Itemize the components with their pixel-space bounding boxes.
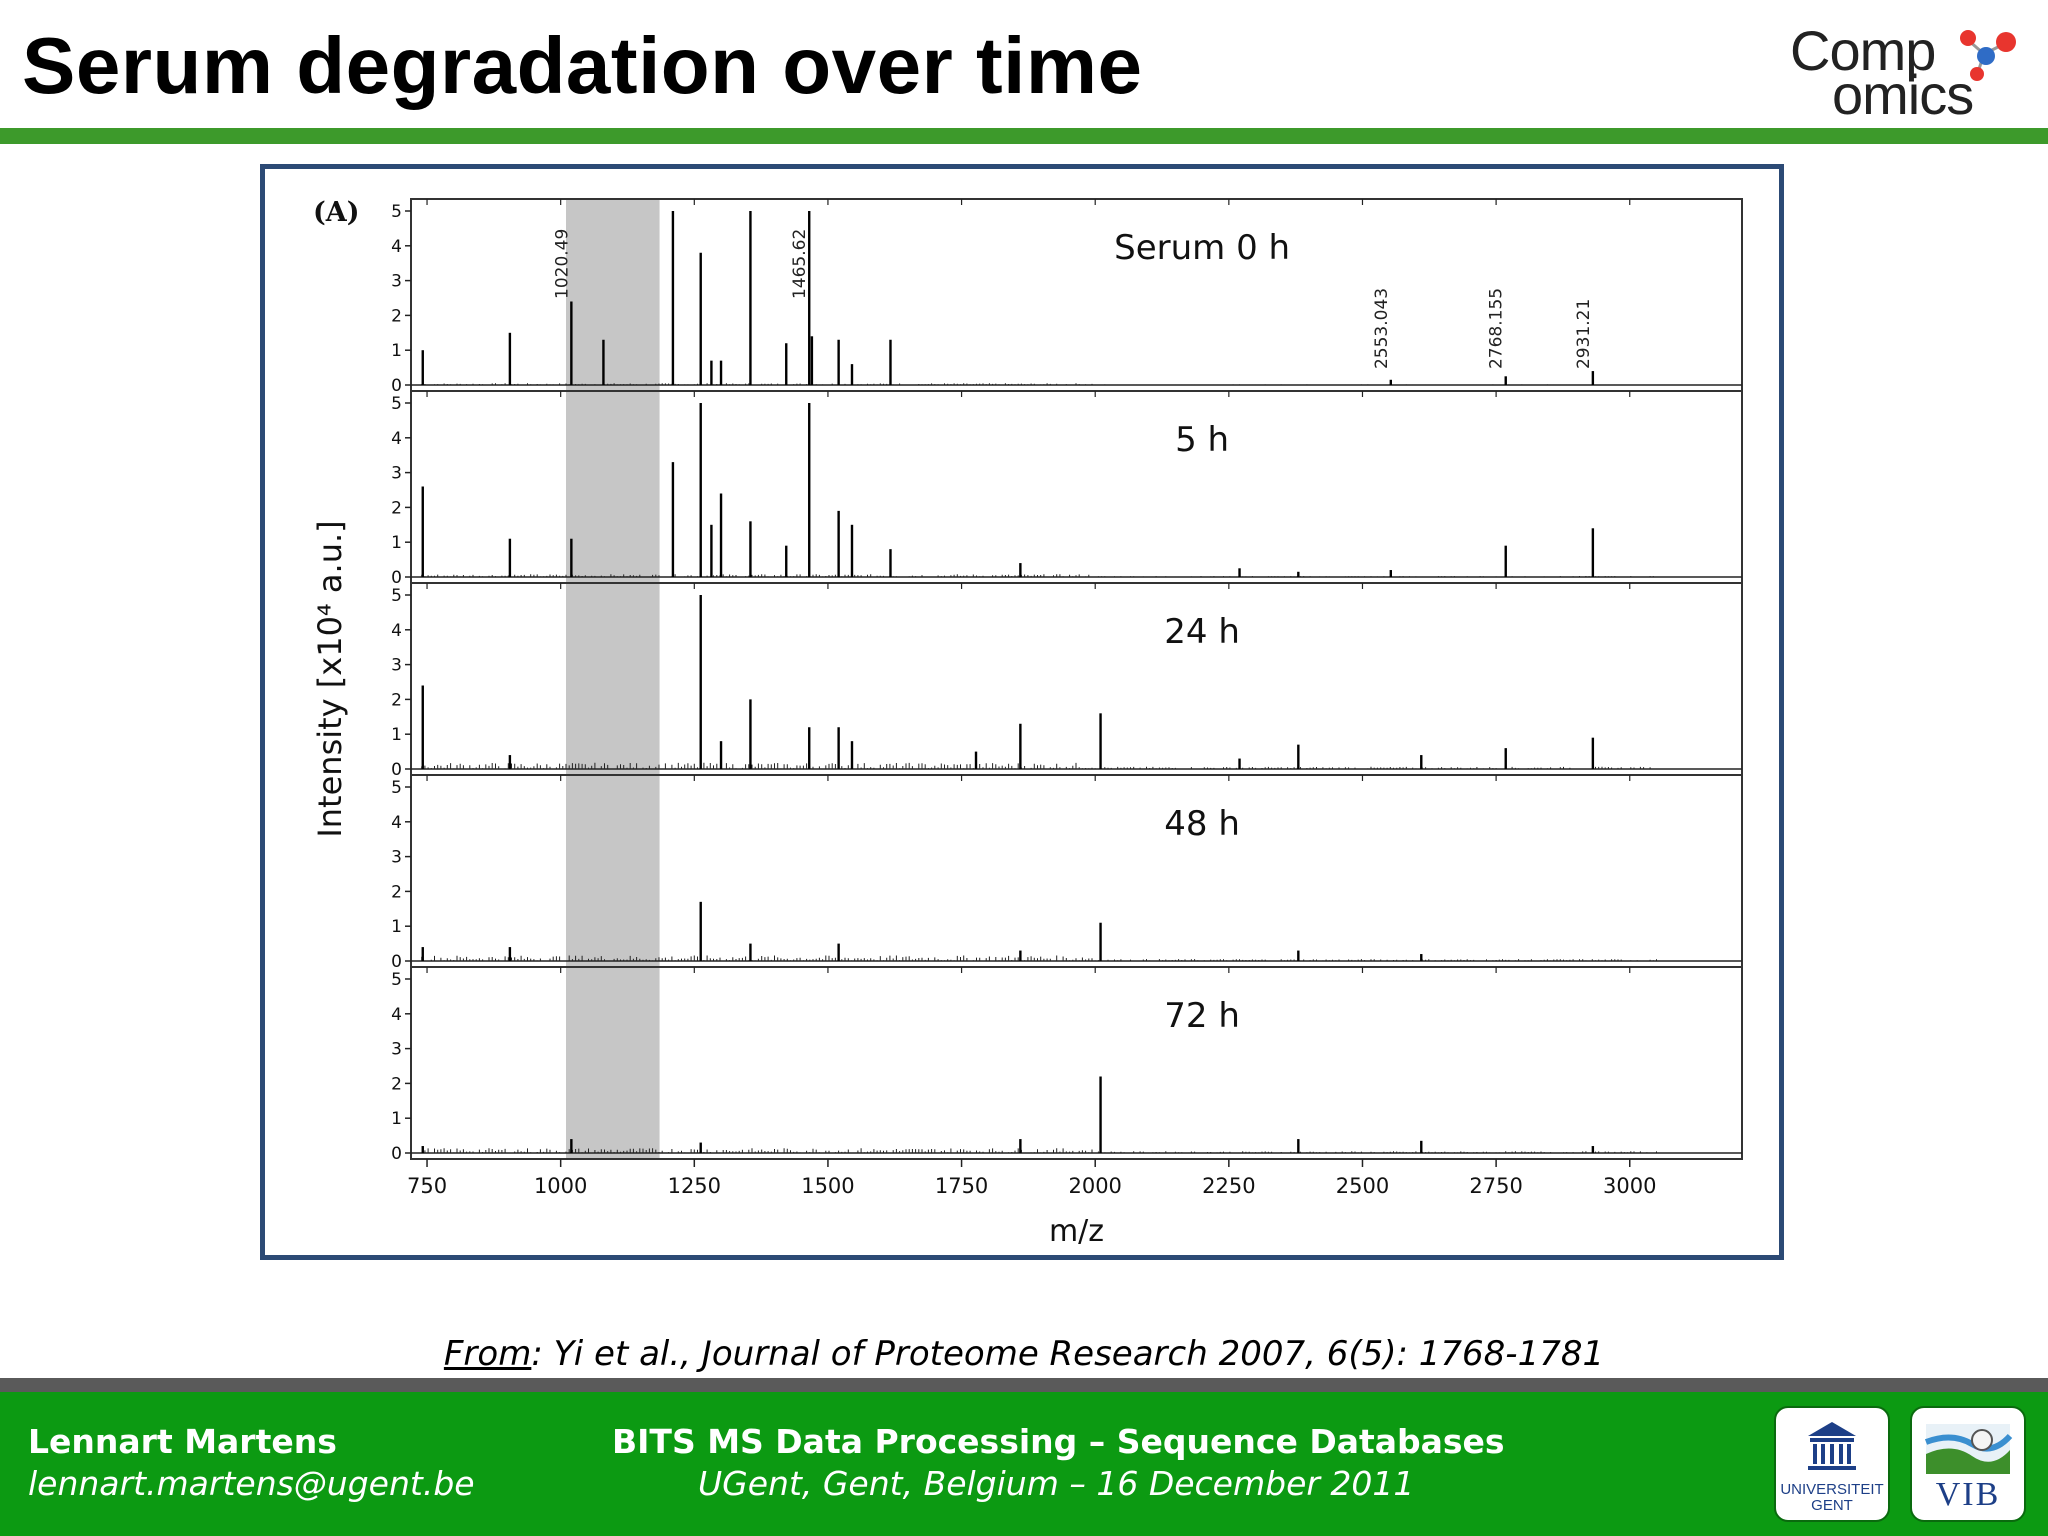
x-tick-label: 2500 <box>1336 1174 1389 1198</box>
y-tick-label: 4 <box>391 429 402 449</box>
y-tick-label: 5 <box>391 778 402 798</box>
y-tick-label: 0 <box>391 952 402 972</box>
vib-text: VIB <box>1935 1476 2001 1513</box>
x-tick-label: 3000 <box>1603 1174 1656 1198</box>
x-tick-label: 2250 <box>1202 1174 1255 1198</box>
y-tick-label: 3 <box>391 464 402 484</box>
peak-annotation: 2931.21 <box>1574 299 1594 369</box>
y-tick-label: 5 <box>391 586 402 606</box>
y-tick-label: 3 <box>391 656 402 676</box>
y-tick-label: 5 <box>391 202 402 222</box>
author-email: lennart.martens@ugent.be <box>28 1464 475 1503</box>
x-tick-label: 1750 <box>935 1174 988 1198</box>
y-tick-label: 2 <box>391 306 402 326</box>
peak-annotation: 2768.155 <box>1487 288 1507 369</box>
y-tick-label: 0 <box>391 1144 402 1164</box>
y-tick-label: 2 <box>391 498 402 518</box>
y-tick-label: 0 <box>391 568 402 588</box>
y-tick-label: 2 <box>391 1074 402 1094</box>
ugent-logo: UNIVERSITEIT GENT <box>1774 1406 1890 1522</box>
author-name: Lennart Martens <box>28 1422 337 1461</box>
vib-logo: VIB <box>1910 1406 2026 1522</box>
slide-title: Serum degradation over time <box>22 21 1143 110</box>
y-tick-label: 1 <box>391 341 402 361</box>
y-tick-label: 1 <box>391 725 402 745</box>
panel-label: 72 h <box>1164 996 1240 1036</box>
citation: From: Yi et al., Journal of Proteome Res… <box>0 1334 2048 1374</box>
y-tick-label: 3 <box>391 848 402 868</box>
chart-frame: 0 1 2 3 4 5 Serum 0 h 1020.49 1465.62 2553.043 276… <box>260 164 1784 1260</box>
title-underline-bar <box>0 128 2048 144</box>
ugent-text-line1: UNIVERSITEIT <box>1780 1481 1884 1498</box>
panel-label: Serum 0 h <box>1114 228 1290 268</box>
y-tick-label: 0 <box>391 376 402 396</box>
highlight-band <box>566 199 660 1159</box>
y-tick-label: 1 <box>391 533 402 553</box>
panel-label: 48 h <box>1164 804 1240 844</box>
y-tick-label: 3 <box>391 272 402 292</box>
y-tick-label: 4 <box>391 813 402 833</box>
panel-label: 24 h <box>1164 612 1240 652</box>
logo-text-comp: Comp <box>1790 19 1936 82</box>
x-tick-label: 2000 <box>1068 1174 1121 1198</box>
university-building-icon <box>1808 1422 1856 1470</box>
panel-label: 5 h <box>1175 420 1229 460</box>
y-tick-label: 4 <box>391 1005 402 1025</box>
peak-annotation: 1465.62 <box>790 229 810 299</box>
x-tick-label: 1500 <box>801 1174 854 1198</box>
y-tick-label: 2 <box>391 690 402 710</box>
panel-frame <box>410 966 1743 1160</box>
x-tick-label: 1000 <box>534 1174 587 1198</box>
x-tick-label: 750 <box>407 1174 447 1198</box>
footer: Lennart Martens lennart.martens@ugent.be… <box>0 1392 2048 1536</box>
y-tick-label: 2 <box>391 882 402 902</box>
course-title: BITS MS Data Processing – Sequence Datab… <box>612 1422 1505 1461</box>
citation-text: : Yi et al., Journal of Proteome Researc… <box>531 1334 1605 1374</box>
course-place-date: UGent, Gent, Belgium – 16 December 2011 <box>698 1464 1415 1503</box>
y-tick-label: 4 <box>391 621 402 641</box>
ugent-text-line2: GENT <box>1811 1497 1853 1514</box>
y-axis-label: Intensity [x10⁴ a.u.] <box>311 520 349 837</box>
x-axis-label: m/z <box>1049 1214 1104 1249</box>
molecule-icon <box>1960 30 2016 81</box>
y-tick-label: 1 <box>391 1109 402 1129</box>
y-tick-label: 4 <box>391 237 402 257</box>
compomics-logo: Comp omics <box>1788 18 2028 126</box>
x-tick-label: 2750 <box>1469 1174 1522 1198</box>
footer-divider <box>0 1378 2048 1392</box>
peak-annotation: 1020.49 <box>552 229 572 299</box>
mass-spectrum-chart: 0 1 2 3 4 5 Serum 0 h 1020.49 1465.62 2553.043 276… <box>311 197 1743 1249</box>
x-tick-label: 1250 <box>668 1174 721 1198</box>
figure-panel-label: (A) <box>313 197 360 228</box>
logo-text-omics: omics <box>1832 63 1974 126</box>
vib-emblem-icon <box>1924 1424 2013 1474</box>
citation-from: From <box>443 1334 532 1374</box>
y-tick-label: 3 <box>391 1040 402 1060</box>
y-tick-label: 5 <box>391 970 402 990</box>
y-tick-label: 1 <box>391 917 402 937</box>
y-tick-label: 0 <box>391 760 402 780</box>
peak-annotation: 2553.043 <box>1372 288 1392 369</box>
y-tick-label: 5 <box>391 394 402 414</box>
